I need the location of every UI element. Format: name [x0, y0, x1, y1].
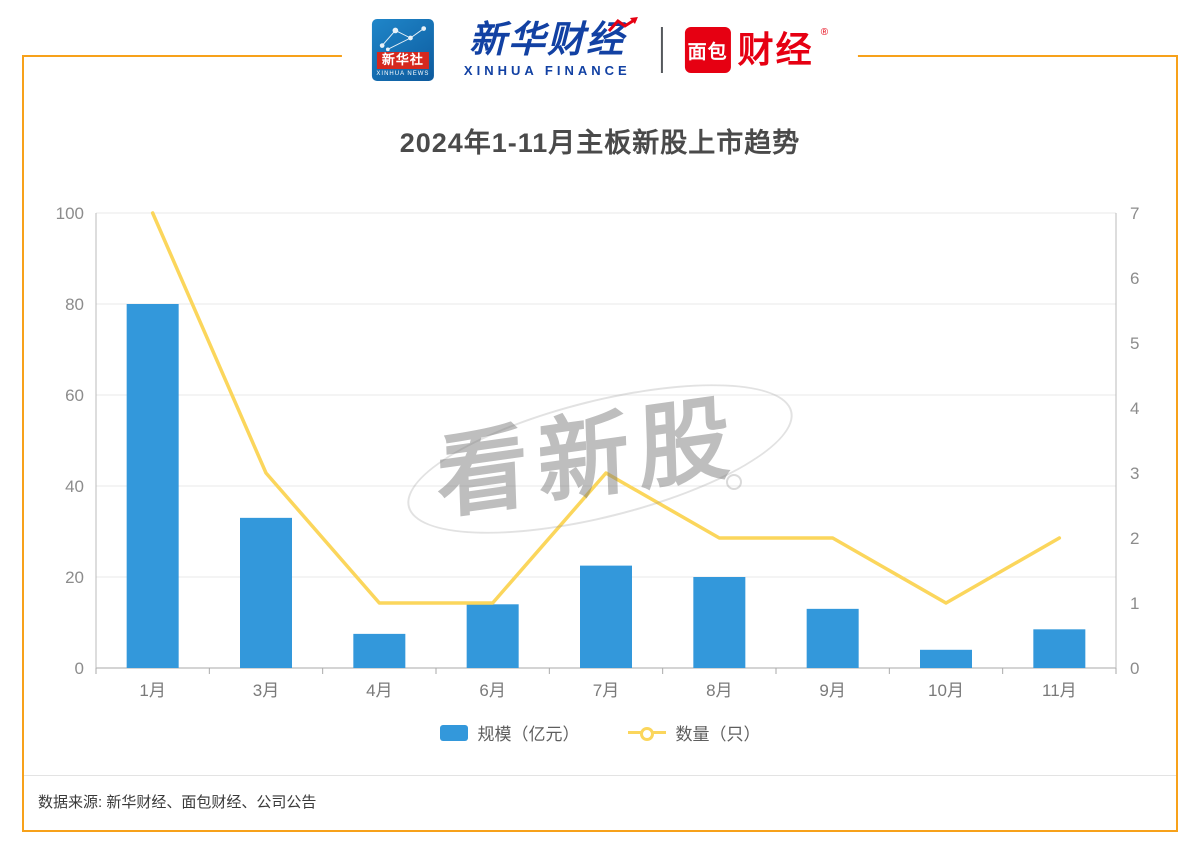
right-axis-tick-label: 5	[1130, 334, 1139, 353]
right-axis-tick-label: 2	[1130, 529, 1139, 548]
right-axis-tick-label: 1	[1130, 594, 1139, 613]
content-frame: 新华社 XINHUA NEWS 新华财经 XINHUA FINANCE 面包 财…	[22, 7, 1178, 832]
header-logos: 新华社 XINHUA NEWS 新华财经 XINHUA FINANCE 面包 财…	[341, 7, 859, 93]
x-axis-label: 4月	[366, 681, 392, 700]
bread-finance-box: 面包	[684, 27, 731, 73]
bar-series-swatch	[439, 724, 468, 741]
left-axis-tick-label: 20	[65, 568, 84, 587]
legend-label-bar: 规模（亿元）	[477, 725, 580, 744]
line-series	[150, 211, 1062, 605]
left-axis-tick-label: 40	[65, 477, 84, 496]
right-axis-tick-label: 6	[1130, 269, 1139, 288]
chart-area: 0 20 40 60 80 100 0 1 2 3 4 5 6 7 1月 3月 4月 6月 7月 8月 9月 10月 11月…	[30, 198, 1170, 708]
bar	[1033, 629, 1086, 668]
right-axis-tick-label: 7	[1130, 204, 1139, 223]
right-axis-tick-label: 4	[1130, 399, 1139, 418]
x-axis-label: 6月	[479, 681, 505, 700]
chart-legend: 规模（亿元） 数量（只）	[24, 720, 1176, 745]
footer-divider	[24, 775, 1176, 776]
bread-finance-cn: 财经	[737, 29, 814, 70]
left-axis-tick-label: 100	[56, 204, 84, 223]
bar	[920, 649, 972, 668]
footer: 数据来源: 新华财经、面包财经、公司公告	[24, 775, 1176, 830]
line-series-swatch	[627, 731, 666, 734]
xinhua-news-label: 新华社	[376, 52, 429, 69]
logo-divider	[660, 27, 663, 73]
chart-title: 2024年1-11月主板新股上市趋势	[399, 128, 801, 158]
bar	[693, 577, 746, 668]
bar	[806, 608, 859, 668]
left-axis-tick-label: 80	[65, 295, 84, 314]
bar	[580, 565, 632, 668]
registered-mark: ®	[820, 27, 829, 38]
xinhua-finance-en: XINHUA FINANCE	[463, 62, 631, 78]
legend-item-line: 数量（只）	[627, 720, 761, 745]
xinhua-news-sublabel: XINHUA NEWS	[376, 71, 430, 77]
x-axis-label: 3月	[253, 681, 279, 700]
red-trend-accent-icon	[607, 17, 638, 33]
network-globe-icon	[379, 26, 427, 52]
x-axis-label: 9月	[819, 681, 845, 700]
bar	[240, 517, 292, 668]
bar	[126, 304, 179, 668]
legend-item-bar: 规模（亿元）	[439, 720, 580, 745]
x-axis-label: 7月	[593, 681, 619, 700]
x-axis-label: 1月	[139, 681, 165, 700]
x-axis-label: 11月	[1042, 681, 1077, 700]
right-axis-tick-label: 3	[1130, 464, 1139, 483]
right-axis-tick-label: 0	[1130, 659, 1139, 678]
trend-chart: 0 20 40 60 80 100 0 1 2 3 4 5 6 7 1月 3月 4月 6月 7月 8月 9月 10月 11月	[56, 204, 1140, 700]
legend-label-line: 数量（只）	[675, 725, 761, 744]
xinhua-news-logo: 新华社 XINHUA NEWS	[371, 19, 434, 81]
xinhua-finance-cn: 新华财经	[469, 20, 626, 62]
left-axis-tick-label: 0	[75, 659, 84, 678]
left-axis-tick-label: 60	[65, 386, 84, 405]
bar	[466, 604, 519, 668]
x-axis-label: 8月	[706, 681, 732, 700]
xinhua-finance-logo: 新华财经 XINHUA FINANCE	[456, 17, 639, 78]
x-axis-label: 10月	[928, 681, 964, 700]
data-source: 数据来源: 新华财经、面包财经、公司公告	[38, 794, 317, 811]
bread-finance-logo: 面包 财经 ®	[684, 27, 829, 73]
bar	[353, 633, 406, 668]
